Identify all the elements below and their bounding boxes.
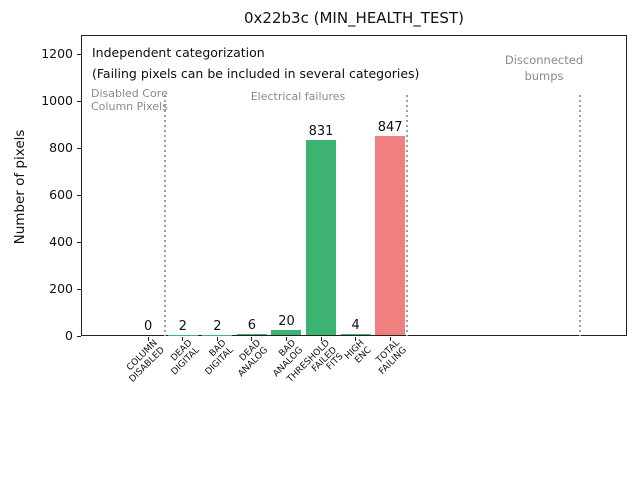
bar	[375, 135, 406, 335]
x-tick-label: DEAD DIGITAL	[168, 338, 201, 377]
x-tick-label: TOTAL FAILING	[374, 338, 409, 377]
section-separator-line	[579, 95, 582, 336]
x-tick-label: DEAD ANALOG	[236, 338, 271, 379]
bar-value-label: 2	[213, 318, 222, 334]
x-tick-mark	[285, 337, 287, 341]
x-tick-mark	[389, 337, 391, 341]
bar-value-label: 847	[377, 119, 403, 135]
bar-value-label: 6	[247, 317, 257, 333]
y-tick-mark	[77, 147, 81, 149]
y-tick-label: 400	[49, 234, 73, 249]
x-tick-mark	[147, 337, 149, 341]
x-tick-label: HIGH ENC	[343, 338, 374, 366]
x-tick-mark	[355, 337, 357, 341]
y-tick-label: 600	[49, 187, 73, 202]
bar-value-label: 2	[178, 318, 187, 334]
y-tick-label: 800	[49, 140, 73, 155]
bar-value-label: 4	[351, 318, 360, 334]
section-label-electrical-failures: Electrical failures	[250, 90, 346, 103]
y-tick-label: 1200	[41, 46, 73, 61]
bar-value-label: 831	[308, 123, 334, 139]
y-tick-mark	[77, 335, 81, 337]
bar	[306, 139, 337, 335]
x-tick-mark	[216, 337, 218, 341]
y-tick-label: 0	[65, 328, 73, 343]
y-tick-label: 1000	[41, 93, 73, 108]
bar	[236, 333, 267, 335]
section-separator-line	[164, 95, 167, 336]
annotation-independent-categorization: Independent categorization	[92, 45, 265, 60]
x-tick-mark	[182, 337, 184, 341]
x-tick-mark	[320, 337, 322, 341]
section-label-disconnected-bumps: Disconnected bumps	[504, 53, 584, 83]
y-tick-mark	[77, 288, 81, 290]
bar	[271, 330, 302, 335]
chart-title: 0x22b3c (MIN_HEALTH_TEST)	[244, 9, 464, 27]
annotation-failing-pixels: (Failing pixels can be included in sever…	[92, 66, 420, 81]
bar	[340, 334, 371, 335]
y-tick-mark	[77, 100, 81, 102]
y-tick-mark	[77, 194, 81, 196]
x-tick-label: BAD DIGITAL	[203, 338, 236, 377]
bar-value-label: 20	[278, 314, 295, 330]
plot-area	[81, 35, 627, 336]
x-tick-label: COLUMN DISABLED	[124, 338, 167, 385]
section-separator-line	[406, 95, 409, 336]
x-tick-mark	[251, 337, 253, 341]
y-tick-label: 200	[49, 281, 73, 296]
section-label-disabled-core: Disabled Core Column Pixels	[91, 87, 168, 113]
y-tick-mark	[77, 53, 81, 55]
bar-value-label: 0	[144, 319, 153, 334]
y-tick-mark	[77, 241, 81, 243]
